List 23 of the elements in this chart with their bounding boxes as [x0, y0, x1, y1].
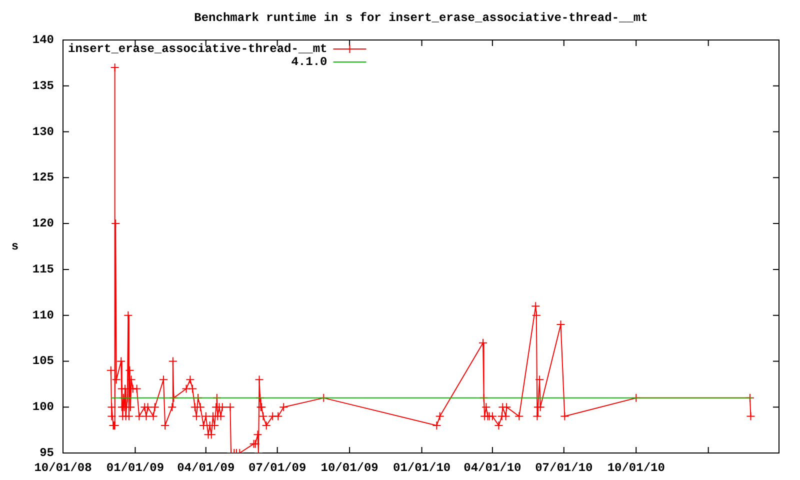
y-tick-label: 100	[32, 400, 54, 414]
y-tick-label: 140	[32, 33, 54, 48]
y-tick-label: 130	[32, 124, 54, 139]
y-tick-label: 115	[32, 262, 54, 276]
x-tick-label: 07/01/10	[535, 461, 593, 476]
chart-title: Benchmark runtime in s for insert_erase_associative-thread-__mt	[194, 11, 648, 26]
x-tick-label: 10/01/10	[607, 461, 665, 476]
y-tick-label: 105	[32, 354, 54, 368]
y-tick-label: 110	[32, 308, 54, 322]
x-tick-label: 10/01/09	[320, 461, 378, 476]
y-tick-label: 120	[32, 216, 54, 231]
x-tick-label: 04/01/10	[464, 461, 522, 476]
x-tick-label: 01/01/10	[392, 461, 451, 476]
x-tick-label: 07/01/09	[248, 461, 306, 476]
x-tick-label: 01/01/09	[106, 461, 164, 476]
x-tick-label: 10/01/08	[34, 461, 92, 476]
y-tick-label: 135	[32, 78, 54, 93]
y-axis-title: s	[11, 240, 19, 254]
legend-label: 4.1.0	[291, 55, 328, 70]
y-tick-label: 95	[40, 446, 54, 460]
x-tick-label: 04/01/09	[177, 461, 235, 476]
legend-label: insert_erase_associative-thread-__mt	[68, 42, 328, 56]
y-tick-label: 125	[32, 170, 54, 185]
